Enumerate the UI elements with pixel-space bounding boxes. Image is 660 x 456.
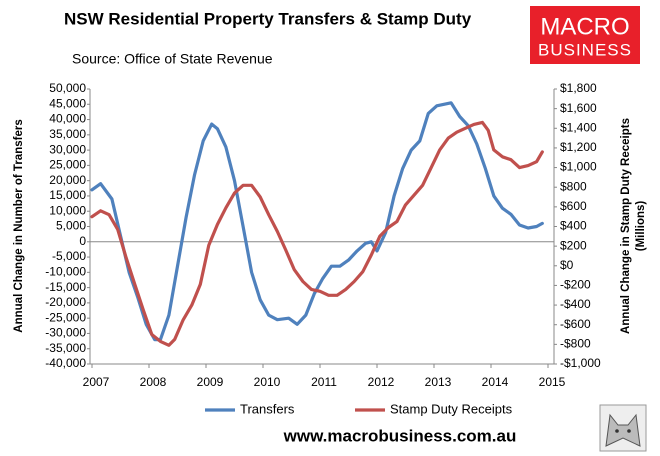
y2-tick-label: $1,400	[560, 120, 597, 134]
y2-tick-label: $400	[560, 219, 587, 233]
x-tick-label: 2010	[254, 375, 281, 389]
y2-tick-label: -$800	[560, 337, 591, 351]
series-line	[90, 120, 544, 347]
y-tick-label: -20,000	[45, 295, 86, 309]
y-tick-label: -15,000	[45, 280, 86, 294]
x-tick-label: 2014	[482, 375, 509, 389]
y-tick-label: 30,000	[49, 142, 86, 156]
y2-tick-label: -$200	[560, 278, 591, 292]
y2-tick-label: -$600	[560, 317, 591, 331]
website: www.macrobusiness.com.au	[283, 426, 517, 445]
x-tick-label: 2009	[197, 375, 224, 389]
x-tick-label: 2008	[140, 375, 167, 389]
y2-tick-label: $1,800	[560, 81, 597, 95]
chart-subtitle: Source: Office of State Revenue	[72, 51, 273, 67]
y2-tick-label: $600	[560, 199, 587, 213]
y2-tick-label: $800	[560, 179, 587, 193]
y-tick-label: 10,000	[49, 203, 86, 217]
y-tick-label: 40,000	[49, 112, 86, 126]
wolf-icon	[599, 404, 647, 452]
x-tick-label: 2012	[368, 375, 395, 389]
logo-text: BUSINESS	[538, 40, 632, 59]
legend-label: Stamp Duty Receipts	[390, 401, 513, 416]
y-tick-label: 5,000	[56, 219, 86, 233]
y2-tick-label: $1,200	[560, 140, 597, 154]
y-tick-label: -30,000	[45, 326, 86, 340]
legend-label: Transfers	[240, 401, 295, 416]
logo-box	[530, 6, 640, 64]
y-tick-label: -35,000	[45, 341, 86, 355]
logo-text: MACRO	[540, 13, 629, 40]
y2-tick-label: $200	[560, 238, 587, 252]
y-tick-label: 20,000	[49, 173, 86, 187]
x-tick-label: 2015	[539, 375, 566, 389]
y2-tick-label: $1,000	[560, 160, 597, 174]
y-tick-label: -25,000	[45, 310, 86, 324]
y-tick-label: 0	[79, 234, 86, 248]
y-tick-label: -40,000	[45, 356, 86, 370]
y2-tick-label: $1,600	[560, 101, 597, 115]
y2-tick-label: -$1,000	[560, 356, 601, 370]
y-tick-label: 50,000	[49, 81, 86, 95]
y-tick-label: -5,000	[52, 249, 86, 263]
series-line	[90, 101, 544, 342]
x-tick-label: 2011	[311, 375, 337, 389]
y2-axis-label: (Millions)	[635, 201, 647, 252]
x-tick-label: 2013	[425, 375, 452, 389]
y-tick-label: 25,000	[49, 158, 86, 172]
y-tick-label: 15,000	[49, 188, 86, 202]
y-axis-label: Annual Change in Number of Transfers	[13, 119, 25, 332]
chart-title: NSW Residential Property Transfers & Sta…	[64, 9, 472, 28]
x-tick-label: 2007	[83, 375, 110, 389]
y2-tick-label: $0	[560, 258, 574, 272]
y-tick-label: 45,000	[49, 96, 86, 110]
y2-axis-label: Annual Change in Stamp Duty Receipts	[620, 118, 632, 334]
y-tick-label: -10,000	[45, 265, 86, 279]
y2-tick-label: -$400	[560, 297, 591, 311]
y-tick-label: 35,000	[49, 127, 86, 141]
